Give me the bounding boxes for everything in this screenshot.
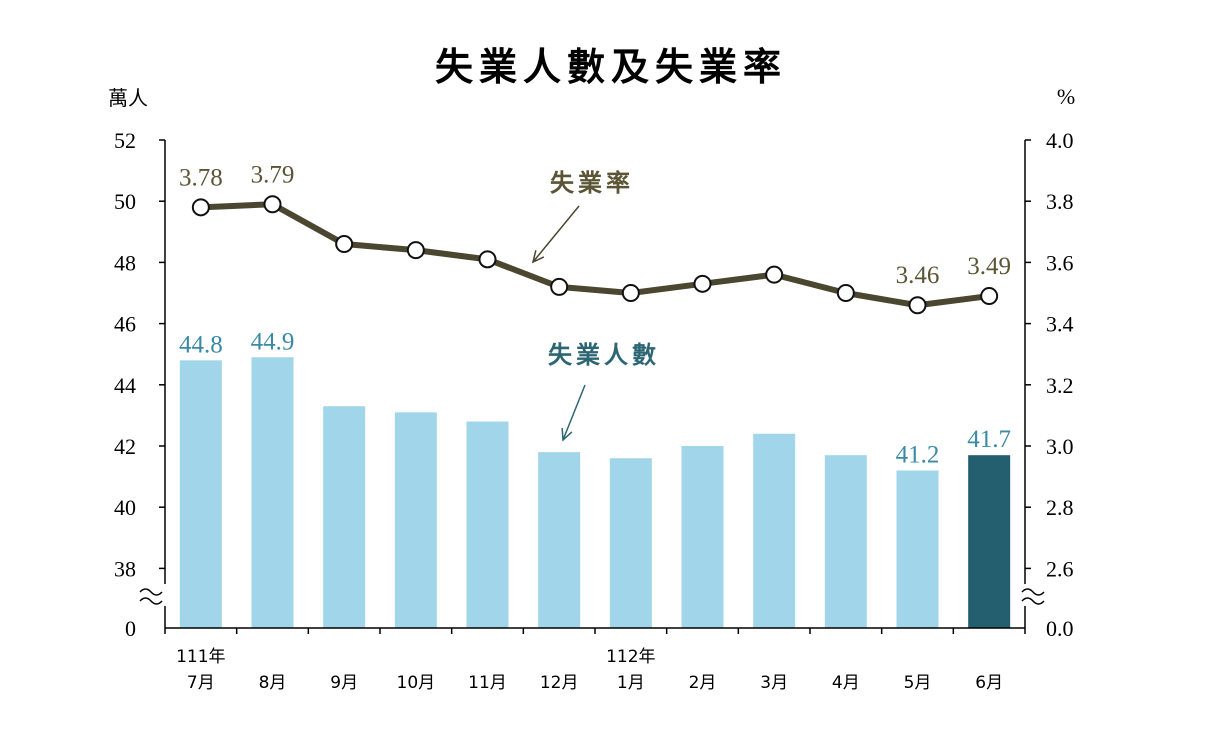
line-point-10 (836, 284, 855, 302)
x-tick-label: 12月 (540, 673, 579, 693)
line-point-6 (550, 277, 569, 296)
right-tick-label: 4.0 (1046, 128, 1074, 153)
bar-7 (609, 458, 652, 628)
x-tick-label: 10月 (397, 673, 436, 693)
x-tick-label: 2月 (689, 673, 717, 693)
line-point-4 (406, 241, 425, 260)
x-tick-label: 5月 (904, 673, 932, 693)
line-series-annotation: 失業率 (550, 169, 634, 197)
bar-annotation-arrow (562, 384, 586, 441)
right-tick-label: 3.6 (1046, 250, 1074, 275)
line-point-8 (693, 274, 712, 293)
bar-11 (896, 470, 939, 628)
left-tick-label: 50 (114, 189, 136, 214)
x-tick-label: 1月 (617, 673, 645, 693)
bar-data-label: 44.9 (251, 328, 295, 355)
line-point-11 (908, 296, 927, 315)
line-point-5 (478, 250, 497, 269)
line-data-label: 3.46 (896, 262, 940, 289)
x-year-label: 111年 (176, 647, 225, 667)
x-tick-label: 3月 (760, 673, 788, 693)
right-tick-label: 0.0 (1046, 616, 1074, 641)
x-tick-label: 9月 (330, 673, 358, 693)
x-year-label: 112年 (606, 647, 655, 667)
unemployment-rate-line (200, 201, 990, 309)
line-series (191, 195, 999, 315)
data-labels: 44.8 44.9 41.2 41.7 3.78 3.79 3.46 3.49 (179, 161, 1011, 468)
left-tick-label: 38 (114, 556, 136, 581)
left-tick-label: 0 (125, 616, 136, 641)
bar-6 (538, 452, 581, 628)
line-data-label: 3.78 (179, 164, 223, 191)
line-point-1 (191, 198, 210, 217)
bar-10 (824, 455, 867, 628)
left-axis-break-1 (139, 588, 163, 596)
line-point-7 (621, 284, 640, 302)
bar-3 (323, 406, 366, 628)
chart-title: 失業人數及失業率 (435, 45, 787, 89)
right-tick-label: 2.6 (1046, 556, 1074, 581)
bar-series-annotation: 失業人數 (548, 341, 660, 369)
line-point-2 (263, 195, 282, 214)
right-tick-label: 3.4 (1046, 312, 1074, 337)
bar-9 (753, 433, 796, 628)
bar-1 (179, 360, 222, 628)
axes: 52 4.0 50 3.8 48 3.6 46 3.4 44 3.2 42 3.0 40 2.8 38 2.6… (114, 128, 1074, 693)
line-annotation-arrow (532, 205, 580, 263)
bar-12 (968, 455, 1011, 628)
right-tick-label: 3.8 (1046, 189, 1074, 214)
left-axis-break-2 (139, 597, 163, 605)
x-tick-label: 8月 (259, 673, 287, 693)
bar-data-label: 41.2 (896, 441, 940, 468)
left-tick-label: 46 (114, 312, 136, 337)
x-tick-label: 7月 (187, 673, 215, 693)
x-tick-label: 4月 (832, 673, 860, 693)
right-axis-break-2 (1021, 597, 1045, 605)
right-tick-label: 2.8 (1046, 495, 1074, 520)
bar-5 (466, 421, 509, 628)
bar-2 (251, 357, 294, 628)
left-tick-label: 52 (114, 128, 136, 153)
left-axis-unit: 萬人 (108, 86, 148, 110)
x-tick-label: 11月 (468, 673, 507, 693)
left-tick-label: 44 (114, 373, 136, 398)
x-tick-label: 6月 (975, 673, 1003, 693)
left-tick-label: 42 (114, 434, 136, 459)
bar-8 (681, 446, 724, 628)
left-tick-label: 40 (114, 495, 136, 520)
bar-data-label: 44.8 (179, 331, 223, 358)
bar-series (179, 357, 1011, 628)
left-tick-label: 48 (114, 250, 136, 275)
line-data-label: 3.49 (967, 253, 1011, 280)
bar-4 (394, 412, 437, 628)
bar-data-label: 41.7 (967, 426, 1011, 453)
right-tick-label: 3.0 (1046, 434, 1074, 459)
right-tick-label: 3.2 (1046, 373, 1074, 398)
line-point-9 (765, 265, 784, 284)
line-point-12 (980, 287, 999, 306)
right-axis-break-1 (1021, 588, 1045, 596)
line-data-label: 3.79 (251, 161, 295, 188)
right-axis-unit: % (1057, 84, 1075, 109)
line-point-3 (335, 235, 354, 254)
